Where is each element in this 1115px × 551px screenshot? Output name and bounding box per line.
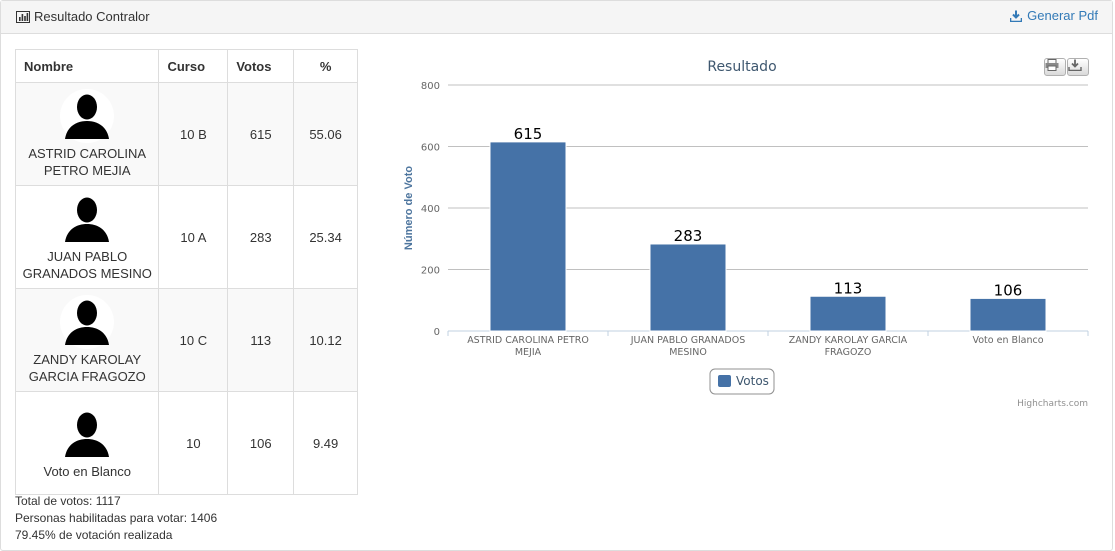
bar [649, 243, 727, 332]
vote-summary: Total de votos: 1117 Personas habilitada… [15, 493, 217, 544]
col-header-nombre: Nombre [14, 49, 160, 83]
avatar [60, 89, 115, 143]
percent-cell: 25.34 [293, 185, 358, 289]
candidate-name-line1: JUAN PABLO [47, 249, 128, 264]
x-tick-label: ASTRID CAROLINA PETRO [467, 335, 589, 346]
table-row: ZANDY KAROLAY GARCIA FRAGOZO 10 C 113 10… [14, 288, 358, 392]
download-icon [1068, 59, 1082, 71]
votos-cell: 113 [227, 288, 295, 392]
generate-pdf-label: Generar Pdf [1027, 8, 1098, 23]
chart-svg: Resultado 0 200 400 600 800 Número de Voto 615 A… [403, 59, 1089, 409]
bar-data-label: 106 [994, 281, 1023, 299]
y-tick-label: 600 [421, 143, 440, 154]
col-header-curso: Curso [158, 49, 229, 83]
avatar [60, 192, 115, 246]
candidate-cell: ZANDY KAROLAY GARCIA FRAGOZO [14, 288, 160, 392]
legend-label: Votos [736, 374, 769, 388]
candidate-cell: ASTRID CAROLINA PETRO MEJIA [14, 82, 160, 186]
y-tick-label: 0 [434, 327, 440, 338]
y-axis-title: Número de Voto [403, 166, 415, 250]
x-tick-label: MESINO [669, 347, 707, 358]
candidate-cell: Voto en Blanco [14, 391, 160, 495]
bar-data-label: 283 [674, 227, 703, 245]
panel-heading: Resultado Contralor Generar Pdf [1, 1, 1112, 34]
percent-cell: 10.12 [293, 288, 358, 392]
candidate-name-line2: GRANADOS MESINO [22, 266, 152, 281]
bar [809, 295, 887, 332]
curso-cell: 10 B [158, 82, 229, 186]
candidate-name-line1: ZANDY KAROLAY [33, 352, 142, 367]
x-tick-label: MEJIA [515, 347, 542, 358]
candidate-name-line2: PETRO MEJIA [43, 163, 131, 178]
votos-cell: 615 [227, 82, 295, 186]
y-tick-label: 200 [421, 266, 440, 277]
bar-chart-icon [16, 10, 30, 23]
x-tick-label: Voto en Blanco [972, 335, 1043, 346]
chart-export-button[interactable] [1067, 58, 1089, 76]
x-tick-label: JUAN PABLO GRANADOS [630, 335, 745, 346]
panel-title-text: Resultado Contralor [34, 9, 150, 24]
votos-cell: 106 [227, 391, 295, 495]
candidate-cell: JUAN PABLO GRANADOS MESINO [14, 185, 160, 289]
candidate-name-line1: ASTRID CAROLINA [28, 146, 147, 161]
chart-credits: Highcharts.com [1017, 399, 1088, 409]
turnout-text: 79.45% de votación realizada [15, 528, 173, 542]
table-row: Voto en Blanco 10 106 9.49 [14, 391, 358, 495]
download-icon [1010, 10, 1023, 22]
total-votes-text: Total de votos: 1117 [15, 494, 121, 508]
percent-cell: 55.06 [293, 82, 358, 186]
chart-print-button[interactable] [1044, 58, 1066, 76]
printer-icon [1045, 59, 1059, 71]
curso-cell: 10 C [158, 288, 229, 392]
avatar [60, 295, 115, 349]
legend-swatch [718, 375, 731, 387]
table-row: ASTRID CAROLINA PETRO MEJIA 10 B 615 55.… [14, 82, 358, 186]
col-header-votos: Votos [227, 49, 295, 83]
y-tick-label: 800 [421, 81, 440, 92]
bar [489, 141, 567, 332]
generate-pdf-link[interactable]: Generar Pdf [1010, 8, 1098, 23]
candidate-name-line2: GARCIA FRAGOZO [28, 369, 146, 384]
chart-title: Resultado [707, 59, 776, 75]
candidate-name-line1: Voto en Blanco [43, 463, 131, 479]
bar [969, 297, 1047, 332]
table-row: JUAN PABLO GRANADOS MESINO 10 A 283 25.3… [14, 185, 358, 289]
votos-cell: 283 [227, 185, 295, 289]
results-table: Nombre Curso Votos % ASTRID CAROLINA [14, 49, 358, 495]
x-tick-label: ZANDY KAROLAY GARCIA [789, 335, 908, 346]
bar-data-label: 113 [834, 279, 863, 297]
x-tick-label: FRAGOZO [825, 347, 872, 358]
curso-cell: 10 A [158, 185, 229, 289]
curso-cell: 10 [158, 391, 229, 495]
percent-cell: 9.49 [293, 391, 358, 495]
y-tick-label: 400 [421, 204, 440, 215]
panel-title: Resultado Contralor [16, 9, 150, 24]
bar-data-label: 615 [514, 125, 543, 143]
eligible-voters-text: Personas habilitadas para votar: 1406 [15, 511, 218, 525]
table-header-row: Nombre Curso Votos % [14, 49, 358, 83]
avatar [60, 406, 115, 461]
col-header-percent: % [293, 49, 358, 83]
results-chart: Resultado 0 200 400 600 800 Número de Voto 615 A… [398, 49, 1098, 419]
